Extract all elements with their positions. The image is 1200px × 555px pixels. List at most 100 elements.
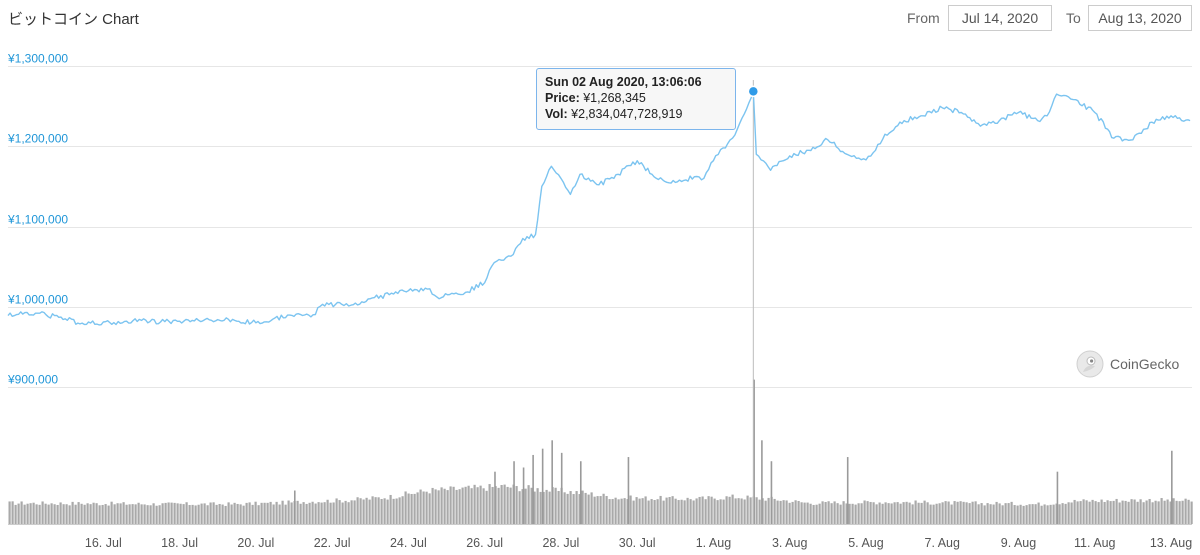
volume-bar <box>371 496 374 524</box>
credits-text: CoinGecko <box>1110 356 1180 372</box>
volume-bar <box>248 502 251 524</box>
volume-spike <box>494 471 496 524</box>
x-tick-label: 3. Aug <box>772 536 807 550</box>
from-date-input[interactable] <box>948 5 1052 31</box>
volume-bar <box>1103 501 1106 524</box>
volume-bar <box>68 505 71 524</box>
tooltip-vol-label: Vol: <box>545 107 568 121</box>
volume-bar <box>443 488 446 524</box>
volume-bar <box>155 505 158 524</box>
volume-bar <box>422 491 425 524</box>
volume-bar <box>17 503 20 524</box>
volume-bar <box>764 500 767 524</box>
to-date-input[interactable] <box>1088 5 1192 31</box>
volume-bar <box>425 491 428 524</box>
volume-bar <box>554 487 557 524</box>
volume-bar <box>239 504 242 524</box>
volume-bar <box>377 497 380 524</box>
volume-bar <box>275 501 278 524</box>
volume-bar <box>1019 504 1022 524</box>
volume-bar <box>815 504 818 524</box>
volume-bar <box>1052 504 1055 524</box>
volume-bar <box>620 498 623 524</box>
volume-bar <box>176 503 179 524</box>
volume-bar <box>92 502 95 524</box>
volume-bar <box>824 501 827 524</box>
volume-bar <box>182 504 185 524</box>
volume-bar <box>518 491 521 524</box>
volume-bar <box>1139 499 1142 524</box>
volume-bar <box>269 501 272 524</box>
volume-bar <box>1109 501 1112 524</box>
volume-bar <box>194 505 197 524</box>
volume-bar <box>1178 501 1181 524</box>
volume-bar <box>947 501 950 524</box>
volume-bar <box>731 494 734 524</box>
volume-bar <box>110 501 113 524</box>
volume-bar <box>845 503 848 524</box>
tooltip-price-label: Price: <box>545 91 580 105</box>
x-tick-label: 24. Jul <box>390 536 427 550</box>
volume-bar <box>986 503 989 524</box>
volume-bar <box>8 501 11 524</box>
volume-bar <box>680 499 683 524</box>
volume-spike <box>1171 450 1173 524</box>
volume-bar <box>746 495 749 524</box>
volume-bar <box>62 504 65 524</box>
volume-bar <box>488 484 491 524</box>
volume-bar <box>65 504 68 524</box>
volume-bar <box>548 491 551 524</box>
volume-bar <box>308 502 311 524</box>
volume-bar <box>1166 499 1169 524</box>
volume-bar <box>1097 502 1100 524</box>
volume-bar <box>611 499 614 524</box>
volume-bar <box>584 492 587 524</box>
volume-bar <box>1037 502 1040 524</box>
volume-bar <box>1175 500 1178 524</box>
volume-bar <box>1163 500 1166 524</box>
volume-bar <box>848 503 851 524</box>
volume-bar <box>116 503 119 524</box>
volume-bar <box>173 502 176 524</box>
credits[interactable]: CoinGecko <box>1076 350 1196 378</box>
volume-bar <box>410 493 413 524</box>
volume-bar <box>803 502 806 524</box>
volume-bar <box>1028 504 1031 524</box>
volume-bar <box>983 505 986 524</box>
volume-bar <box>197 504 200 524</box>
volume-bar <box>689 499 692 524</box>
volume-bar <box>479 485 482 524</box>
volume-bar <box>890 503 893 524</box>
volume-bar <box>629 495 632 524</box>
volume-bar <box>296 500 299 524</box>
volume-bar <box>818 503 821 524</box>
volume-bar <box>1115 498 1118 524</box>
volume-bar <box>203 503 206 524</box>
volume-bar <box>725 496 728 524</box>
volume-bar <box>350 500 353 524</box>
volume-bar <box>767 497 770 524</box>
volume-bar <box>902 502 905 524</box>
volume-bar <box>413 493 416 524</box>
volume-bar <box>257 505 260 524</box>
to-label: To <box>1066 10 1081 26</box>
volume-bar <box>956 501 959 524</box>
volume-bar <box>395 498 398 524</box>
volume-bar <box>476 487 479 524</box>
volume-bar <box>434 489 437 524</box>
volume-bar <box>317 502 320 524</box>
volume-bar <box>998 503 1001 524</box>
volume-bar <box>344 500 347 524</box>
volume-bar <box>992 504 995 524</box>
volume-bar <box>653 500 656 524</box>
volume-bar <box>158 505 161 524</box>
volume-bar <box>1169 501 1172 524</box>
page-title: ビットコイン Chart <box>8 11 139 28</box>
y-tick-label: ¥1,200,000 <box>7 132 68 146</box>
volume-bar <box>899 503 902 524</box>
volume-bar <box>950 504 953 524</box>
volume-bar <box>437 490 440 524</box>
volume-bar <box>263 502 266 524</box>
volume-bar <box>626 499 629 524</box>
